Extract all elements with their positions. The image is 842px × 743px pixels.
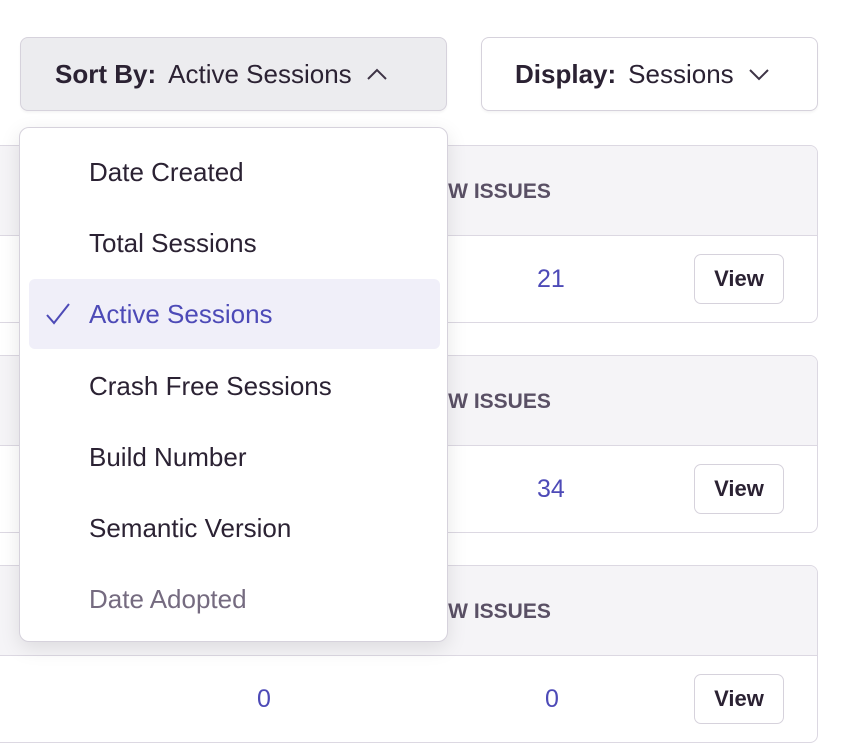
sort-by-value: Active Sessions — [168, 58, 352, 89]
new-issues-header: NEW ISSUES — [419, 390, 551, 413]
table-row: 34 View — [0, 446, 817, 532]
chevron-up-icon — [366, 68, 387, 80]
new-issues-header: NEW ISSUES — [419, 180, 551, 203]
sort-by-label: Sort By: — [55, 58, 157, 89]
menu-item-build-number[interactable]: Build Number — [89, 441, 247, 472]
view-button[interactable]: View — [694, 674, 784, 724]
menu-item-semantic-version[interactable]: Semantic Version — [89, 512, 292, 543]
menu-item-active-sessions[interactable]: Active Sessions — [29, 279, 440, 349]
new-issues-header: NEW ISSUES — [419, 600, 551, 623]
display-button[interactable]: Display: Sessions — [481, 37, 818, 111]
menu-item-label: Active Sessions — [89, 298, 273, 329]
menu-item-crash-free-sessions[interactable]: Crash Free Sessions — [89, 370, 332, 401]
view-button[interactable]: View — [694, 254, 784, 304]
menu-item-total-sessions[interactable]: Total Sessions — [89, 227, 257, 258]
view-button[interactable]: View — [694, 464, 784, 514]
menu-item-date-created[interactable]: Date Created — [89, 156, 244, 187]
table-row: 21 View — [0, 236, 817, 322]
display-label: Display: — [515, 58, 617, 89]
sort-by-button[interactable]: Sort By: Active Sessions — [20, 37, 447, 111]
sort-dropdown-menu: Date Created Total Sessions Active Sessi… — [19, 127, 448, 642]
display-value: Sessions — [628, 58, 734, 89]
menu-item-date-adopted[interactable]: Date Adopted — [89, 583, 247, 614]
checkmark-icon — [46, 303, 70, 325]
new-issues-count[interactable]: 21 — [537, 265, 565, 293]
new-issues-count[interactable]: 34 — [537, 475, 565, 503]
table-row: 0 0 View — [0, 656, 817, 742]
chevron-down-icon — [748, 69, 769, 81]
